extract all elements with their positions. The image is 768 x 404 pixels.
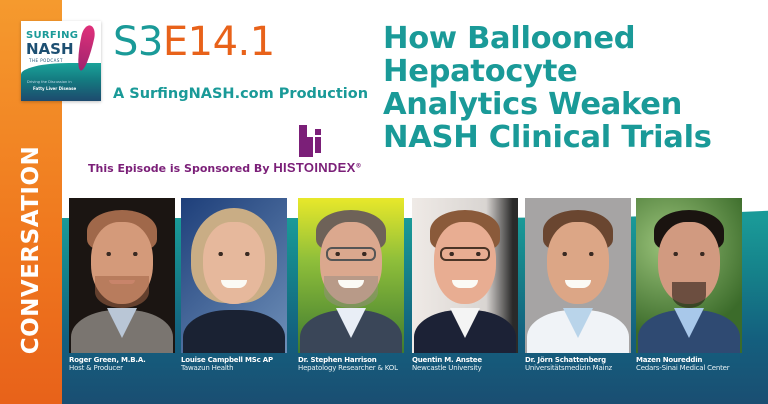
guest-photo xyxy=(69,198,175,353)
podcast-logo: SURFING NASH THE PODCAST Driving the Dis… xyxy=(21,21,101,101)
title-line: Hepatocyte xyxy=(383,54,578,89)
title-line: Analytics Weaken xyxy=(383,87,683,122)
episode-code: S3E14.1 xyxy=(113,22,275,62)
guest-card: Mazen Noureddin Cedars-Sinai Medical Cen… xyxy=(636,198,742,372)
guest-card: Roger Green, M.B.A. Host & Producer xyxy=(69,198,175,372)
guest-role: Tawazun Health xyxy=(181,364,234,372)
guest-role: Hepatology Researcher & KOL xyxy=(298,364,398,372)
guest-card: Louise Campbell MSc AP Tawazun Health xyxy=(181,198,287,372)
guest-role: Newcastle University xyxy=(412,364,482,372)
logo-podcast-text: THE PODCAST xyxy=(29,58,63,63)
sponsor-line: This Episode is Sponsored By HISTOINDEX® xyxy=(88,160,362,175)
guest-photo xyxy=(636,198,742,353)
guest-card: Dr. Jörn Schattenberg Universitätsmedizi… xyxy=(525,198,631,372)
guest-role: Universitätsmedizin Mainz xyxy=(525,364,613,372)
guest-name: Mazen Noureddin xyxy=(636,356,703,364)
histoindex-logo-icon xyxy=(297,125,325,157)
episode-title: How Ballooned Hepatocyte Analytics Weake… xyxy=(383,22,712,154)
guest-name: Dr. Jörn Schattenberg xyxy=(525,356,606,364)
guest-name: Louise Campbell MSc AP xyxy=(181,356,273,364)
guest-card: Quentin M. Anstee Newcastle University xyxy=(412,198,518,372)
guest-name: Quentin M. Anstee xyxy=(412,356,482,364)
sponsor-brand: HISTOINDEX xyxy=(273,160,356,175)
guest-photo xyxy=(412,198,518,353)
guest-photo xyxy=(181,198,287,353)
registered-mark: ® xyxy=(355,162,362,170)
title-line: NASH Clinical Trials xyxy=(383,120,712,155)
guest-name: Roger Green, M.B.A. xyxy=(69,356,146,364)
guest-card: Dr. Stephen Harrison Hepatology Research… xyxy=(298,198,404,372)
guest-photo xyxy=(298,198,404,353)
season-number: S3 xyxy=(113,19,163,65)
logo-surfing-text: SURFING xyxy=(26,30,79,41)
sponsor-text: This Episode is Sponsored By xyxy=(88,162,274,175)
logo-tagline-bold: Fatty Liver Disease xyxy=(33,86,77,91)
production-credit: A SurfingNASH.com Production xyxy=(113,86,369,102)
guest-name: Dr. Stephen Harrison xyxy=(298,356,377,364)
guest-role: Host & Producer xyxy=(69,364,123,372)
logo-tagline: Driving the Discussion in xyxy=(27,80,72,84)
wave-graphic xyxy=(21,63,101,101)
guest-photo xyxy=(525,198,631,353)
episode-number: E14.1 xyxy=(162,19,275,65)
guest-role: Cedars-Sinai Medical Center xyxy=(636,364,730,372)
conversation-label: CONVERSATION xyxy=(18,145,44,355)
title-line: How Ballooned xyxy=(383,21,636,56)
logo-nash-text: NASH xyxy=(26,40,74,58)
